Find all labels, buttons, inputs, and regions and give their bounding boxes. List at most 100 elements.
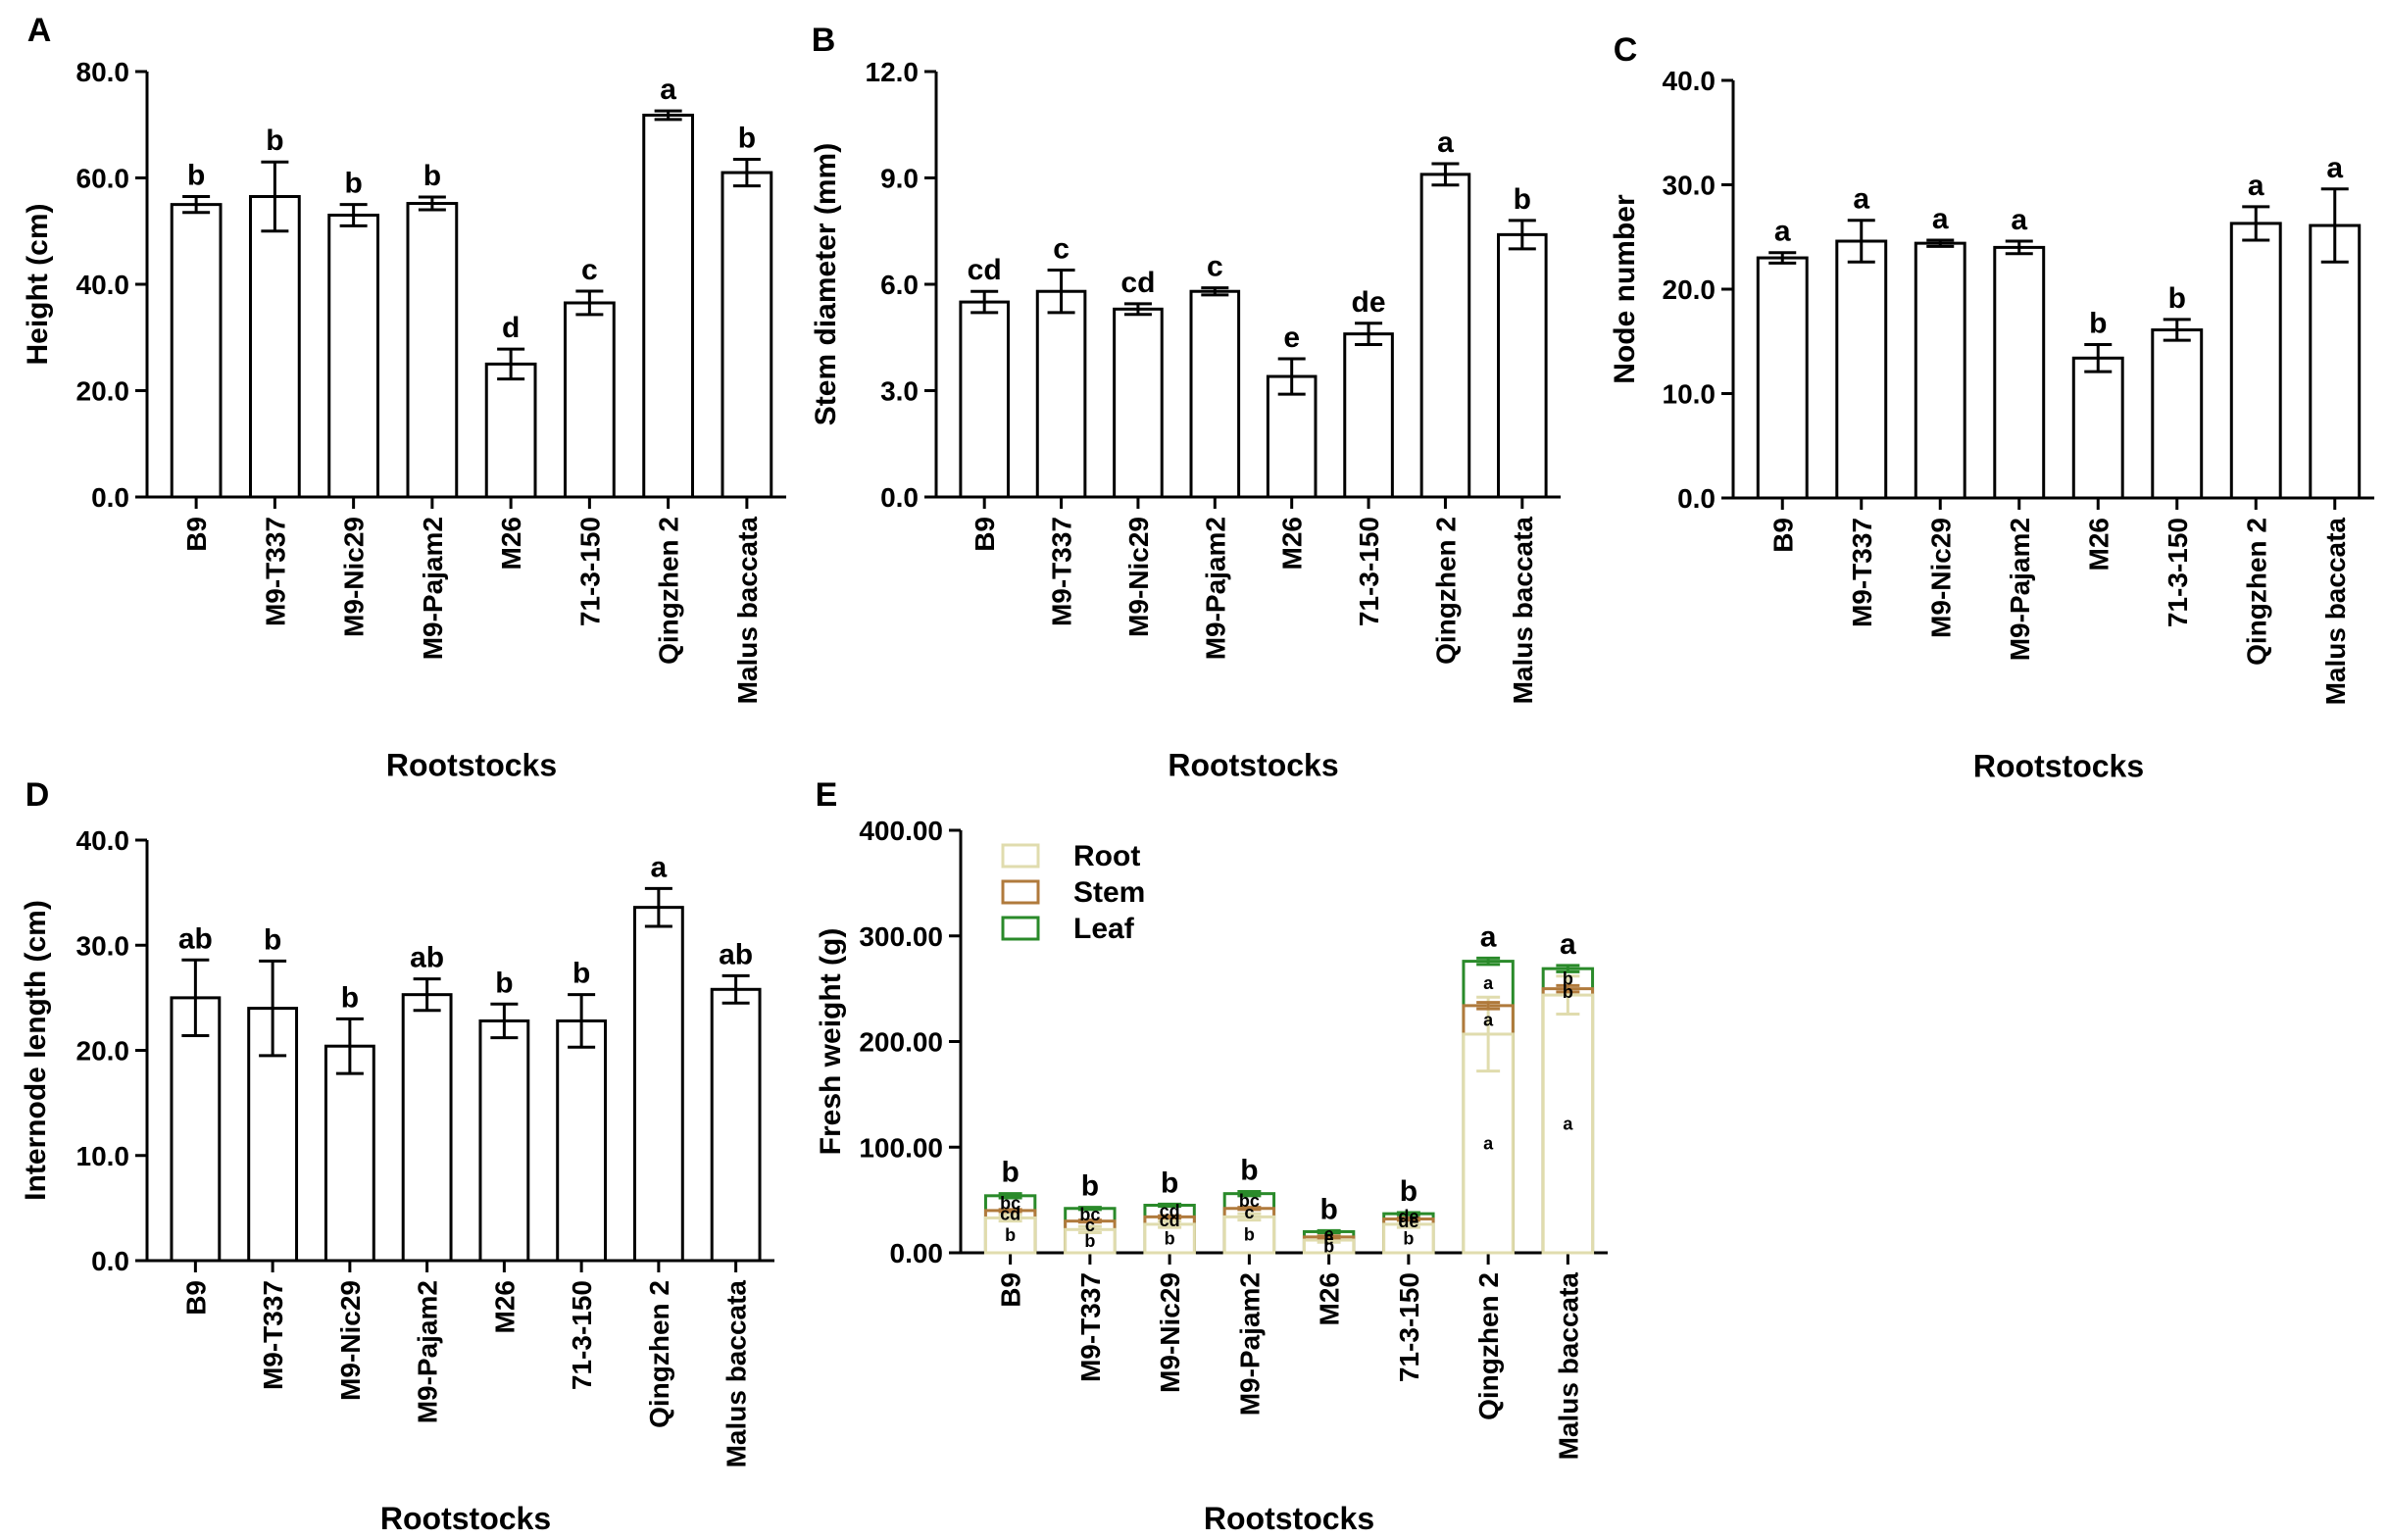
bar: [1756, 256, 1809, 500]
segment-letter: bc: [1239, 1191, 1260, 1211]
segment-letter: a: [1483, 1010, 1494, 1029]
x-tick-label: Qingzhen 2: [654, 517, 684, 665]
significance-letter: de: [1352, 286, 1386, 319]
x-tick-label: 71-3-150: [567, 1280, 597, 1390]
panel-letter: B: [812, 22, 836, 59]
significance-letter: a: [2326, 152, 2343, 184]
bar: [642, 113, 695, 499]
y-tick-label: 20.0: [76, 376, 130, 407]
significance-letter: a: [2011, 204, 2027, 236]
x-tick-label: M9-Pajam2: [1234, 1272, 1265, 1416]
y-tick-label: 40.0: [76, 270, 130, 300]
x-axis-label: Rootstocks: [1204, 1501, 1374, 1536]
legend-label: Root: [1073, 840, 1140, 872]
chart-panel-e: E 0.00 100.00 200.00 300.00 400.00 Fresh weigh…: [815, 776, 1608, 1536]
significance-letter: b: [266, 124, 283, 157]
significance-letter: cd: [1120, 267, 1155, 299]
bar: [327, 213, 380, 499]
legend-swatch: [1001, 879, 1040, 905]
significance-letter: b: [2168, 282, 2186, 315]
x-tick-label: B9: [1767, 518, 1798, 553]
y-axis-label: Stem diameter (mm): [810, 143, 842, 425]
x-tick-label: Malus baccata: [732, 517, 763, 705]
significance-letter: b: [738, 123, 756, 155]
y-tick-label: 100.00: [859, 1132, 943, 1163]
y-axis-label: Node number: [1609, 194, 1641, 384]
significance-letter: ab: [410, 942, 444, 974]
bar: [478, 1018, 530, 1263]
x-tick-label: 71-3-150: [574, 517, 605, 626]
chart-panel-a: A 0.0 20.0 40.0 60.0 80.0 Height (cm) B9 M9-T337…: [22, 12, 786, 783]
legend-label: Leaf: [1073, 913, 1135, 945]
bar: [401, 993, 453, 1263]
y-tick-label: 0.0: [1677, 483, 1716, 514]
x-tick-label: 71-3-150: [1394, 1272, 1424, 1382]
legend-swatch: [1001, 916, 1040, 941]
segment-letter: b: [1244, 1225, 1255, 1245]
x-tick-label: M9-Pajam2: [2005, 518, 2035, 661]
x-tick-label: M9-T337: [258, 1280, 288, 1390]
y-tick-label: 10.0: [1663, 379, 1716, 410]
segment-letter: e: [1324, 1224, 1334, 1244]
significance-letter: b: [1400, 1175, 1418, 1208]
segment-letter: a: [1483, 973, 1494, 993]
y-tick-label: 9.0: [880, 164, 919, 194]
significance-letter: a: [651, 851, 668, 883]
y-tick-label: 12.0: [866, 57, 920, 87]
segment-letter: b: [1323, 1237, 1334, 1257]
significance-letter: a: [1560, 928, 1576, 961]
x-tick-label: 71-3-150: [2163, 518, 2193, 627]
chart-panel-c: C 0.0 10.0 20.0 30.0 40.0 Node number B9 M9-T337…: [1609, 31, 2374, 784]
y-tick-label: 0.0: [880, 482, 919, 513]
segment-letter: c: [1085, 1216, 1095, 1235]
significance-letter: d: [502, 312, 520, 344]
segment-letter: b: [1563, 982, 1573, 1002]
significance-letter: a: [1853, 183, 1869, 216]
y-tick-label: 0.00: [890, 1238, 944, 1268]
x-tick-label: M26: [1315, 1272, 1345, 1325]
bar: [1914, 241, 1966, 500]
significance-letter: b: [1514, 183, 1531, 216]
bar: [2071, 356, 2124, 500]
segment-letter: c: [1244, 1203, 1254, 1222]
bar: [484, 362, 537, 499]
y-tick-label: 0.0: [91, 482, 129, 513]
bar: [710, 987, 762, 1263]
significance-letter: c: [1207, 251, 1223, 283]
segment-letter: b: [1084, 1231, 1095, 1251]
x-axis-label: Rootstocks: [380, 1501, 551, 1536]
y-tick-label: 200.00: [859, 1027, 943, 1058]
x-tick-label: Qingzhen 2: [2241, 518, 2271, 666]
x-tick-label: Malus baccata: [1508, 517, 1538, 705]
x-tick-label: M9-T337: [1047, 517, 1077, 626]
bar: [170, 996, 222, 1263]
bar: [721, 171, 773, 499]
significance-letter: b: [264, 923, 281, 956]
x-tick-label: B9: [970, 517, 1000, 552]
x-tick-label: Qingzhen 2: [1430, 517, 1461, 665]
y-tick-label: 20.0: [1663, 274, 1716, 305]
x-tick-label: M9-Nic29: [1155, 1272, 1185, 1393]
x-tick-label: M9-T337: [260, 517, 290, 626]
bar: [248, 194, 301, 499]
segment-letter: b: [1403, 1228, 1414, 1248]
x-tick-label: Malus baccata: [1553, 1272, 1583, 1461]
stacked-bar-root: [1541, 993, 1595, 1255]
x-tick-label: M9-T337: [1847, 518, 1877, 627]
significance-letter: b: [1001, 1157, 1019, 1189]
significance-letter: a: [1774, 216, 1791, 248]
segment-letter: a: [1483, 1133, 1494, 1153]
legend-label: Stem: [1073, 876, 1145, 909]
significance-letter: b: [2089, 307, 2107, 339]
bar: [1835, 239, 1888, 500]
bar: [170, 203, 223, 499]
x-tick-label: Qingzhen 2: [644, 1280, 674, 1428]
stacked-bar-root: [983, 1216, 1037, 1255]
x-tick-label: Malus baccata: [2320, 518, 2351, 706]
significance-letter: b: [187, 159, 205, 191]
chart-panel-d: D 0.0 10.0 20.0 30.0 40.0 Internode length (cm…: [20, 776, 774, 1536]
x-tick-label: Qingzhen 2: [1473, 1272, 1504, 1420]
x-tick-label: M9-Nic29: [1123, 517, 1154, 637]
panel-letter: D: [25, 776, 50, 814]
significance-letter: c: [1053, 233, 1070, 266]
